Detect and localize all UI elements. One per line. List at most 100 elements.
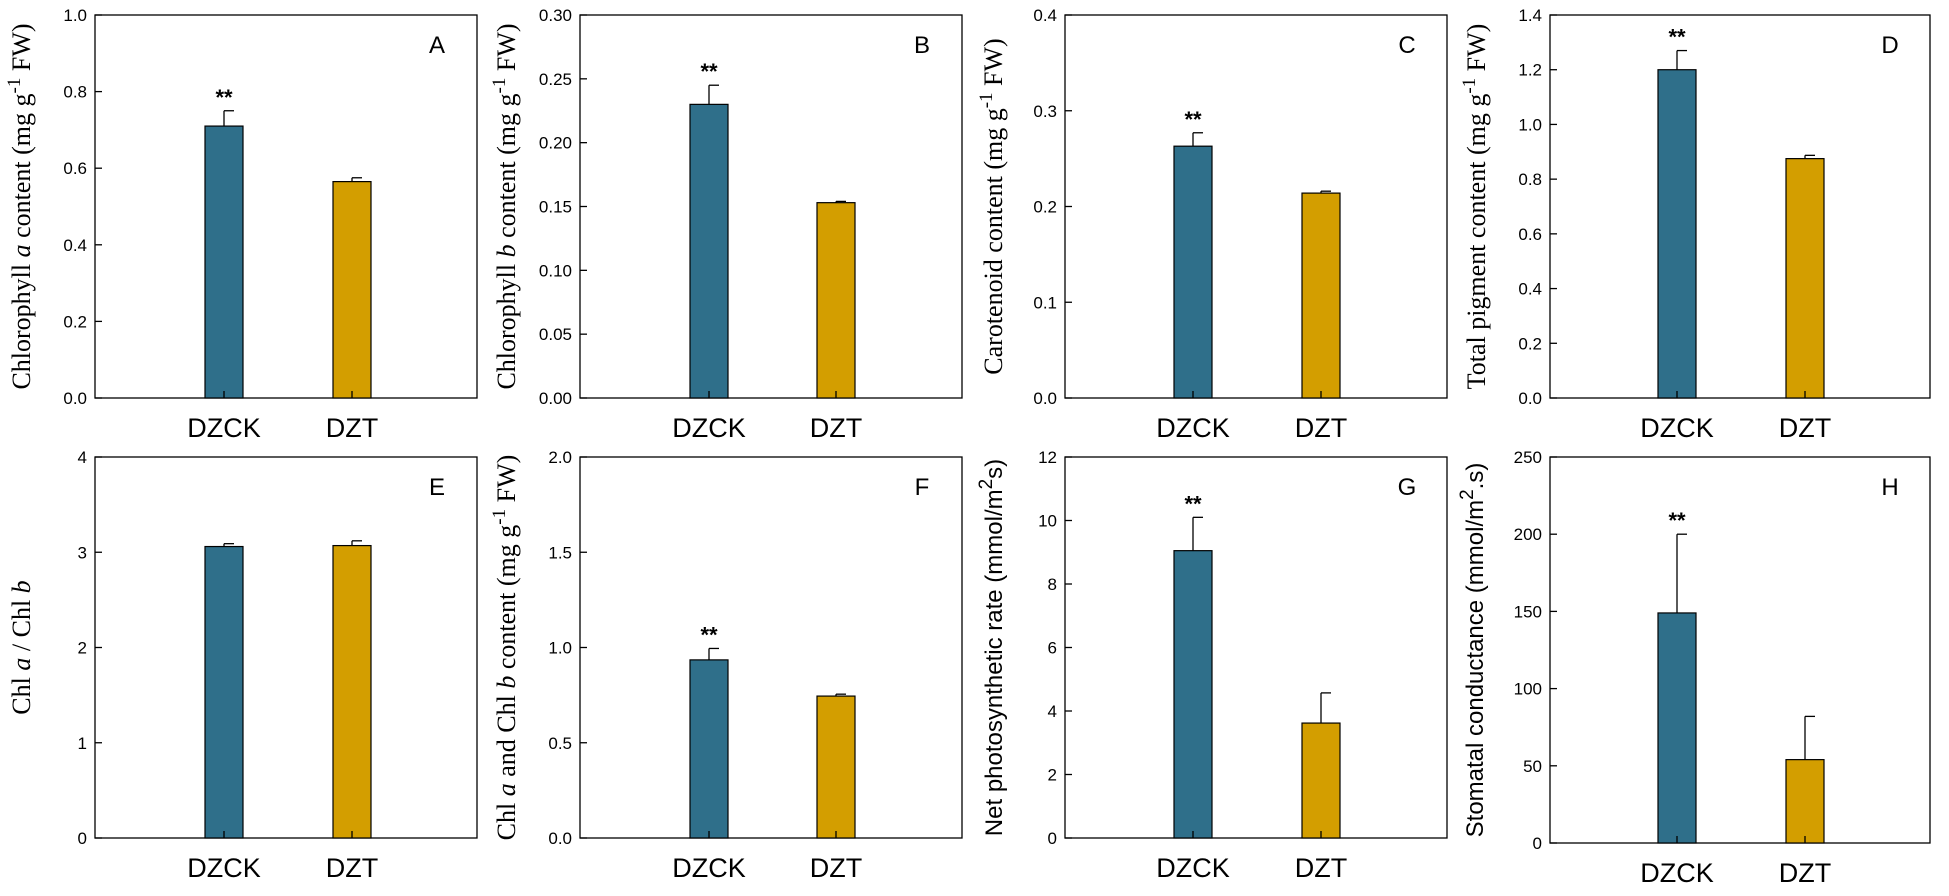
significance-marker-g: ** bbox=[1184, 491, 1202, 516]
y-tick-label-b-0: 0.00 bbox=[539, 389, 572, 408]
category-label-d-dzck: DZCK bbox=[1640, 413, 1714, 443]
panel-d: 0.0 0.2 0.4 0.6 0.8 1.0 1.2 1.4 DZCK ** DZT D Total … bbox=[1459, 6, 1931, 443]
y-tick-label-f-1: 0.5 bbox=[548, 734, 572, 753]
y-tick-label-a-5: 1.0 bbox=[63, 6, 87, 25]
y-tick-label-h-4: 200 bbox=[1514, 525, 1542, 544]
bar-e-dzck bbox=[204, 545, 244, 839]
category-label-f-dzt: DZT bbox=[810, 853, 862, 883]
significance-marker-h: ** bbox=[1668, 508, 1686, 533]
category-label-c-dzck: DZCK bbox=[1156, 413, 1230, 443]
y-tick-label-d-3: 0.6 bbox=[1518, 225, 1542, 244]
y-tick-label-c-4: 0.4 bbox=[1033, 6, 1057, 25]
y-tick-label-b-2: 0.10 bbox=[539, 261, 572, 280]
category-label-f-dzck: DZCK bbox=[672, 853, 746, 883]
y-tick-label-a-4: 0.8 bbox=[63, 83, 87, 102]
plot-frame-b bbox=[579, 14, 963, 399]
y-tick-label-f-3: 1.5 bbox=[548, 543, 572, 562]
bar-c-dzt bbox=[1301, 192, 1341, 399]
category-label-e-dzck: DZCK bbox=[187, 853, 261, 883]
y-tick-label-b-5: 0.25 bbox=[539, 70, 572, 89]
y-axis-label-d: Total pigment content (mg g-1 FW) bbox=[1459, 24, 1492, 390]
panel-label-d: D bbox=[1881, 32, 1898, 59]
bar-g-dzt bbox=[1301, 722, 1341, 839]
significance-marker-a: ** bbox=[215, 85, 233, 110]
plot-frame-e bbox=[94, 456, 478, 839]
y-tick-label-g-0: 0 bbox=[1048, 829, 1057, 848]
bar-d-dzt bbox=[1785, 158, 1825, 399]
y-tick-label-g-5: 10 bbox=[1038, 512, 1057, 531]
y-tick-label-d-1: 0.2 bbox=[1518, 334, 1542, 353]
bar-c-dzck bbox=[1173, 145, 1213, 399]
y-tick-label-e-0: 0 bbox=[78, 829, 87, 848]
panel-label-c: C bbox=[1398, 32, 1415, 59]
bar-b-dzck bbox=[689, 103, 729, 399]
panel-label-h: H bbox=[1881, 474, 1898, 501]
significance-marker-f: ** bbox=[700, 622, 718, 647]
y-tick-label-f-4: 2.0 bbox=[548, 448, 572, 467]
y-tick-label-g-6: 12 bbox=[1038, 448, 1057, 467]
y-tick-label-h-1: 50 bbox=[1523, 757, 1542, 776]
category-label-h-dzt: DZT bbox=[1779, 858, 1831, 888]
y-tick-label-c-3: 0.3 bbox=[1033, 102, 1057, 121]
plot-frame-c bbox=[1064, 14, 1448, 399]
plot-frame-h bbox=[1549, 456, 1931, 844]
y-tick-label-g-4: 8 bbox=[1048, 575, 1057, 594]
plot-frame-f bbox=[579, 456, 963, 839]
y-tick-label-c-0: 0.0 bbox=[1033, 389, 1057, 408]
y-tick-label-g-2: 4 bbox=[1048, 702, 1057, 721]
y-tick-label-d-0: 0.0 bbox=[1518, 389, 1542, 408]
y-tick-label-b-1: 0.05 bbox=[539, 325, 572, 344]
plot-frame-d bbox=[1549, 14, 1931, 399]
category-label-a-dzck: DZCK bbox=[187, 413, 261, 443]
y-tick-label-g-1: 2 bbox=[1048, 766, 1057, 785]
bar-f-dzt bbox=[816, 695, 856, 839]
category-label-g-dzt: DZT bbox=[1295, 853, 1347, 883]
y-axis-label-g: Net photosynthetic rate (mmol/m2s) bbox=[976, 459, 1009, 836]
category-label-c-dzt: DZT bbox=[1295, 413, 1347, 443]
y-axis-label-h: Stomatal conductance (mmol/m2.s) bbox=[1457, 463, 1490, 838]
panel-e: 0 1 2 3 4 DZCK DZT E Chl a / Chl b bbox=[7, 448, 478, 883]
y-tick-label-a-3: 0.6 bbox=[63, 159, 87, 178]
significance-marker-b: ** bbox=[700, 59, 718, 84]
y-tick-label-h-0: 0 bbox=[1533, 834, 1542, 853]
significance-marker-c: ** bbox=[1184, 107, 1202, 132]
bar-a-dzt bbox=[332, 181, 372, 399]
bar-h-dzck bbox=[1657, 612, 1697, 844]
plot-frame-g bbox=[1064, 456, 1448, 839]
category-label-a-dzt: DZT bbox=[326, 413, 378, 443]
y-tick-label-f-0: 0.0 bbox=[548, 829, 572, 848]
y-tick-label-d-4: 0.8 bbox=[1518, 170, 1542, 189]
y-tick-label-b-4: 0.20 bbox=[539, 134, 572, 153]
y-tick-label-e-1: 1 bbox=[78, 734, 87, 753]
y-tick-label-f-2: 1.0 bbox=[548, 639, 572, 658]
panel-label-f: F bbox=[915, 474, 930, 501]
bar-e-dzt bbox=[332, 544, 372, 839]
panel-c: 0.0 0.1 0.2 0.3 0.4 DZCK ** DZT C Carotenoid cont… bbox=[976, 6, 1448, 443]
y-tick-label-d-6: 1.2 bbox=[1518, 61, 1542, 80]
y-tick-label-h-5: 250 bbox=[1514, 448, 1542, 467]
category-label-b-dzck: DZCK bbox=[672, 413, 746, 443]
category-label-d-dzt: DZT bbox=[1779, 413, 1831, 443]
y-tick-label-g-3: 6 bbox=[1048, 639, 1057, 658]
bar-d-dzck bbox=[1657, 69, 1697, 399]
plot-frame-a bbox=[94, 14, 478, 399]
y-tick-label-h-3: 150 bbox=[1514, 602, 1542, 621]
category-label-h-dzck: DZCK bbox=[1640, 858, 1714, 888]
panel-h: 0 50 100 150 200 250 DZCK ** DZT H Stomatal conduc… bbox=[1457, 448, 1931, 888]
y-axis-label-a: Chlorophyll a content (mg g-1 FW) bbox=[4, 23, 37, 389]
bar-g-dzck bbox=[1173, 550, 1213, 839]
y-tick-label-e-4: 4 bbox=[78, 448, 87, 467]
panel-a: 0.0 0.2 0.4 0.6 0.8 1.0 DZCK ** DZT A Chlorophyll … bbox=[4, 6, 478, 443]
y-tick-label-e-2: 2 bbox=[78, 639, 87, 658]
bar-f-dzck bbox=[689, 659, 729, 839]
y-tick-label-h-2: 100 bbox=[1514, 680, 1542, 699]
significance-marker-d: ** bbox=[1668, 25, 1686, 50]
y-tick-label-a-1: 0.2 bbox=[63, 312, 87, 331]
y-tick-label-d-2: 0.4 bbox=[1518, 280, 1542, 299]
panel-b: 0.00 0.05 0.10 0.15 0.20 0.25 0.30 DZCK ** DZT B Ch… bbox=[489, 6, 963, 443]
panel-label-g: G bbox=[1398, 474, 1417, 501]
y-tick-label-c-2: 0.2 bbox=[1033, 198, 1057, 217]
y-axis-label-b: Chlorophyll b content (mg g-1 FW) bbox=[489, 23, 522, 389]
bar-a-dzck bbox=[204, 125, 244, 399]
